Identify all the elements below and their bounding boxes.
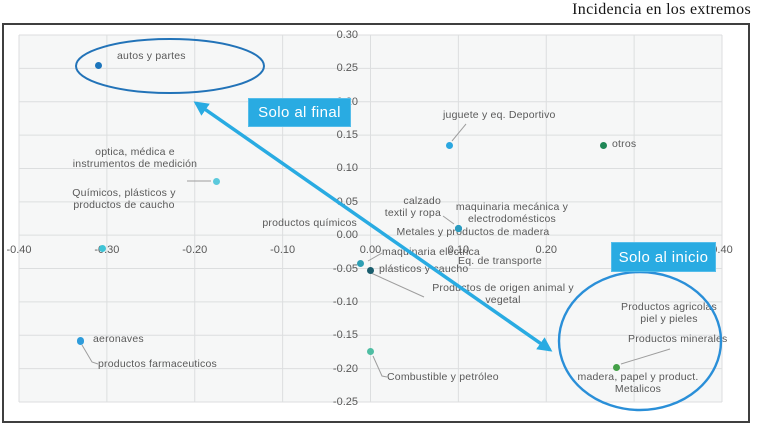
- solo-al-inicio-callout[interactable]: Solo al inicio: [611, 242, 716, 272]
- leader-line-origen-animal: [370, 272, 425, 298]
- point-label-eq-transporte: Eq. de transporte: [458, 255, 542, 267]
- x-tick-label: 0.10: [447, 244, 470, 256]
- y-tick-label: 0.15: [336, 129, 358, 142]
- chart-title: Incidencia en los extremos: [572, 1, 751, 18]
- data-point-juguete[interactable]: [446, 141, 454, 149]
- point-label-prod-quimicos: productos químicos: [262, 217, 357, 229]
- y-tick-label: -0.10: [332, 295, 358, 308]
- point-label-farmaceuticos: productos farmaceuticos: [98, 358, 217, 370]
- x-tick-label: 0.20: [535, 244, 557, 256]
- solo-al-final-label: Solo al final: [258, 104, 341, 121]
- point-label-madera: madera, papel y product. Metalicos: [577, 371, 699, 395]
- leader-line-farmaceuticos: [81, 344, 99, 365]
- data-point-autos[interactable]: [94, 61, 102, 69]
- data-point-metales[interactable]: [454, 225, 462, 232]
- y-tick-label: -0.05: [332, 262, 358, 275]
- x-tick-label: 0.40: [711, 244, 733, 256]
- x-tick-label: -0.40: [6, 244, 32, 256]
- x-tick-label: 0.00: [359, 244, 382, 256]
- data-point-maq-electrica[interactable]: [357, 259, 365, 267]
- data-point-combustible[interactable]: [367, 347, 374, 355]
- point-label-plasticos: plásticos y caucho: [379, 263, 469, 275]
- point-label-aeronaves: aeronaves: [93, 333, 144, 345]
- data-point-plasticos[interactable]: [367, 267, 374, 275]
- point-label-minerales: Productos minerales: [628, 333, 728, 345]
- point-label-origen-animal: Productos de origen animal y vegetal: [432, 282, 574, 306]
- y-tick-label: 0.25: [336, 62, 358, 75]
- y-tick-label: -0.20: [332, 362, 358, 375]
- point-label-combustible: Combustible y petróleo: [387, 371, 499, 383]
- point-label-agricolas: Productos agricolas piel y pieles: [620, 301, 717, 325]
- point-label-maq-mecanica: maquinaria mecánica y electrodomésticos: [455, 201, 569, 225]
- solo-al-inicio-label: Solo al inicio: [618, 248, 709, 266]
- y-tick-label: 0.30: [336, 29, 358, 41]
- y-tick-label: -0.25: [332, 396, 358, 408]
- x-tick-label: -0.20: [182, 244, 208, 256]
- data-point-farmaceuticos[interactable]: [77, 338, 84, 346]
- x-tick-label: -0.30: [94, 244, 120, 256]
- point-label-juguete: juguete y eq. Deportivo: [443, 109, 556, 121]
- y-tick-label: -0.15: [332, 329, 358, 342]
- point-label-optica: optica, médica e instrumentos de medició…: [72, 146, 198, 170]
- leader-line-combustible: [372, 355, 388, 378]
- point-label-quimicos-caucho: Químicos, plásticos y productos de cauch…: [72, 187, 176, 211]
- point-label-autos: autos y partes: [117, 50, 186, 62]
- data-point-otros[interactable]: [599, 141, 607, 149]
- point-label-metales: Metales y productos de madera: [396, 226, 550, 238]
- leader-line-minerales: [620, 348, 671, 365]
- y-tick-label: 0.10: [336, 162, 358, 175]
- solo-al-final-callout[interactable]: Solo al final: [248, 98, 351, 127]
- data-point-quimicos-caucho[interactable]: [98, 245, 106, 253]
- y-tick-label: 0.00: [336, 229, 358, 242]
- y-tick-label: 0.05: [336, 195, 358, 208]
- point-label-otros: otros: [612, 138, 637, 150]
- x-tick-label: -0.10: [270, 244, 296, 256]
- point-label-calzado: calzado textil y ropa: [384, 195, 441, 219]
- leader-line-juguete: [451, 123, 467, 142]
